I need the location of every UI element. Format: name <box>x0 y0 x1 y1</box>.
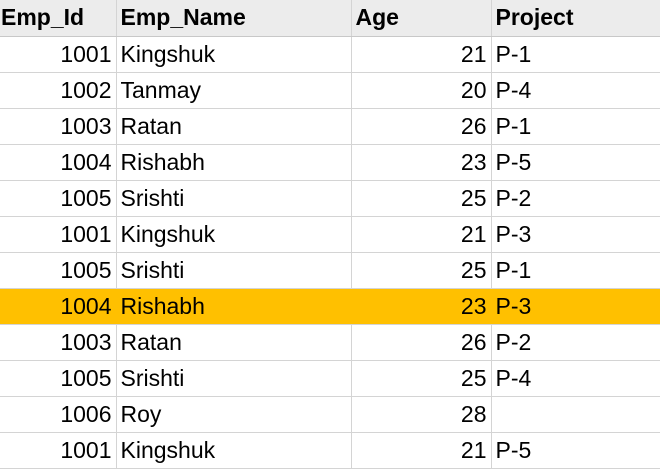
cell-age[interactable]: 28 <box>351 396 492 433</box>
table-row-highlighted[interactable]: 1004 Rishabh 23 P-3 <box>0 288 660 325</box>
cell-emp-id[interactable]: 1005 <box>0 252 117 289</box>
cell-emp-id[interactable]: 1004 <box>0 144 117 181</box>
table-row[interactable]: 1001 Kingshuk 21 P-5 <box>0 432 660 469</box>
cell-age[interactable]: 20 <box>351 72 492 109</box>
cell-emp-name[interactable]: Kingshuk <box>116 432 352 469</box>
table-row[interactable]: 1001 Kingshuk 21 P-3 <box>0 216 660 253</box>
cell-emp-id[interactable]: 1004 <box>0 288 117 325</box>
table-row[interactable]: 1003 Ratan 26 P-2 <box>0 324 660 361</box>
cell-project[interactable]: P-1 <box>491 36 660 73</box>
cell-emp-id[interactable]: 1005 <box>0 180 117 217</box>
table-row[interactable]: 1005 Srishti 25 P-2 <box>0 180 660 217</box>
cell-age[interactable]: 21 <box>351 36 492 73</box>
table-row[interactable]: 1005 Srishti 25 P-1 <box>0 252 660 289</box>
cell-emp-name[interactable]: Rishabh <box>116 288 352 325</box>
cell-age[interactable]: 23 <box>351 288 492 325</box>
table-row[interactable]: 1006 Roy 28 <box>0 396 660 433</box>
cell-emp-name[interactable]: Kingshuk <box>116 216 352 253</box>
cell-project[interactable]: P-3 <box>491 288 660 325</box>
cell-project[interactable]: P-4 <box>491 72 660 109</box>
table-row[interactable]: 1001 Kingshuk 21 P-1 <box>0 36 660 73</box>
cell-project[interactable]: P-5 <box>491 144 660 181</box>
table-row[interactable]: 1002 Tanmay 20 P-4 <box>0 72 660 109</box>
cell-age[interactable]: 25 <box>351 180 492 217</box>
table-row[interactable]: 1003 Ratan 26 P-1 <box>0 108 660 145</box>
cell-emp-name[interactable]: Kingshuk <box>116 36 352 73</box>
header-row: Emp_Id Emp_Name Age Project <box>0 0 660 37</box>
cell-emp-name[interactable]: Tanmay <box>116 72 352 109</box>
cell-age[interactable]: 23 <box>351 144 492 181</box>
cell-emp-id[interactable]: 1006 <box>0 396 117 433</box>
cell-emp-name[interactable]: Srishti <box>116 360 352 397</box>
cell-project[interactable] <box>491 396 660 433</box>
cell-project[interactable]: P-4 <box>491 360 660 397</box>
cell-project[interactable]: P-1 <box>491 252 660 289</box>
cell-emp-name[interactable]: Srishti <box>116 252 352 289</box>
cell-age[interactable]: 21 <box>351 432 492 469</box>
table-row[interactable]: 1005 Srishti 25 P-4 <box>0 360 660 397</box>
cell-emp-id[interactable]: 1001 <box>0 432 117 469</box>
cell-age[interactable]: 26 <box>351 108 492 145</box>
cell-emp-id[interactable]: 1003 <box>0 324 117 361</box>
cell-emp-name[interactable]: Rishabh <box>116 144 352 181</box>
cell-emp-id[interactable]: 1001 <box>0 36 117 73</box>
cell-emp-id[interactable]: 1002 <box>0 72 117 109</box>
column-header-emp-name[interactable]: Emp_Name <box>116 0 352 37</box>
cell-emp-id[interactable]: 1005 <box>0 360 117 397</box>
cell-emp-id[interactable]: 1001 <box>0 216 117 253</box>
cell-emp-name[interactable]: Ratan <box>116 324 352 361</box>
cell-project[interactable]: P-1 <box>491 108 660 145</box>
table-body: 1001 Kingshuk 21 P-1 1002 Tanmay 20 P-4 1003 Rata… <box>0 36 660 469</box>
cell-emp-name[interactable]: Ratan <box>116 108 352 145</box>
cell-project[interactable]: P-2 <box>491 324 660 361</box>
cell-emp-id[interactable]: 1003 <box>0 108 117 145</box>
column-header-emp-id[interactable]: Emp_Id <box>0 0 117 37</box>
cell-age[interactable]: 25 <box>351 360 492 397</box>
cell-age[interactable]: 21 <box>351 216 492 253</box>
table-row[interactable]: 1004 Rishabh 23 P-5 <box>0 144 660 181</box>
cell-emp-name[interactable]: Srishti <box>116 180 352 217</box>
column-header-age[interactable]: Age <box>351 0 492 37</box>
cell-project[interactable]: P-3 <box>491 216 660 253</box>
cell-project[interactable]: P-5 <box>491 432 660 469</box>
cell-project[interactable]: P-2 <box>491 180 660 217</box>
cell-age[interactable]: 26 <box>351 324 492 361</box>
cell-age[interactable]: 25 <box>351 252 492 289</box>
cell-emp-name[interactable]: Roy <box>116 396 352 433</box>
column-header-project[interactable]: Project <box>491 0 660 37</box>
